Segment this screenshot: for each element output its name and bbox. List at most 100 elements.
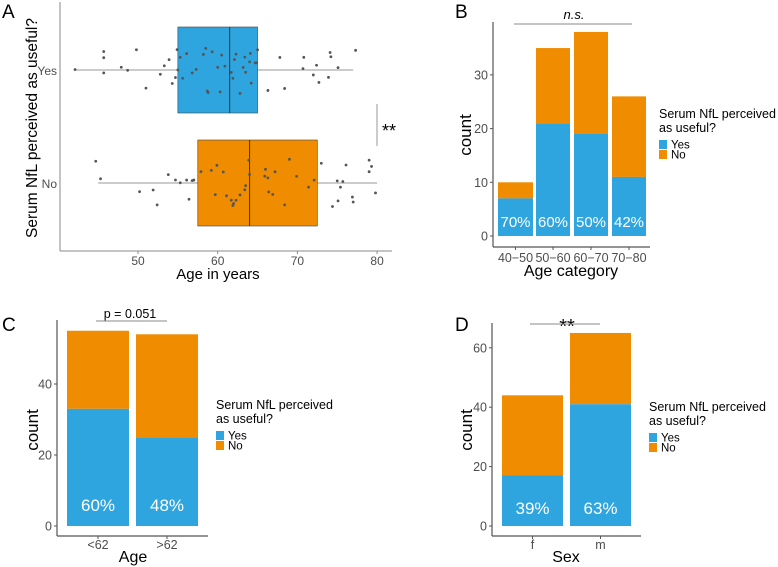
panel-a-point	[243, 188, 247, 192]
panel-a-point	[233, 58, 236, 61]
panel-a-point	[178, 55, 182, 59]
panel-a-significance: **	[382, 121, 396, 141]
panel-a-point	[119, 65, 123, 69]
panel-b-data-label: 50%	[576, 214, 606, 231]
panel-b-bar-no	[574, 31, 608, 134]
panel-b-xlabel: Age category	[524, 263, 618, 280]
panel-a-point	[178, 181, 182, 185]
panel-a-point	[185, 52, 189, 55]
panel-a-category-yes: Yes	[37, 64, 57, 78]
panel-a-point	[225, 194, 228, 198]
panel-a-point	[238, 91, 242, 95]
panel-a-point	[329, 55, 333, 59]
panel-a-point	[151, 188, 155, 192]
panel-a-point	[204, 47, 208, 50]
panel-a-point	[185, 178, 189, 182]
panel-a-point	[278, 56, 282, 59]
panel-a-point	[327, 75, 330, 79]
panel-a-x-tick-label: 60	[211, 254, 225, 268]
panel-c-y-tick-label: 40	[38, 378, 52, 392]
panel-c-legend-label-no: No	[228, 441, 243, 453]
panel-d-significance: **	[559, 316, 575, 338]
panel-a-point	[126, 68, 130, 72]
panel-b-bar-no	[498, 182, 533, 199]
panel-c-legend-title: Serum NfL perceived	[216, 398, 333, 412]
panel-a-point	[187, 197, 191, 201]
panel-a-point	[367, 170, 371, 174]
panel-a-boxplot: Serum NfL perceived as useful? Age in ye…	[24, 2, 396, 283]
panel-a-point	[73, 68, 77, 71]
panel-b-bar-no	[612, 96, 646, 177]
panel-a-point	[218, 90, 222, 94]
panel-a-point	[216, 65, 220, 69]
panel-a-point	[288, 157, 291, 161]
panel-c-bar-chart: count Age p = 0.051 0 20 40 60% <62 48% >62 Ser…	[23, 307, 333, 566]
panel-d-legend-key-no	[649, 443, 657, 452]
panel-a-point	[144, 86, 148, 90]
panel-a-point	[243, 55, 247, 59]
panel-c-legend-key-yes	[216, 431, 224, 440]
panel-a-point	[241, 65, 245, 69]
panel-b-legend-key-no	[659, 150, 667, 159]
panel-b-bar-yes	[498, 198, 533, 236]
panel-a-point	[94, 159, 98, 163]
panel-a-point	[248, 60, 251, 64]
panel-a-point	[248, 173, 251, 176]
panel-a-point	[344, 163, 348, 167]
panel-a-point	[102, 71, 106, 75]
panel-a-point	[174, 76, 177, 79]
panel-a-point	[319, 161, 323, 165]
panel-b-x-tick-label: 40−50	[498, 251, 533, 265]
panel-c-bar-yes	[136, 437, 198, 526]
panel-a-point	[307, 185, 310, 189]
panel-c-y-tick-label: 0	[45, 520, 52, 534]
panel-d-bar-yes	[502, 475, 563, 526]
panel-a-point	[102, 50, 106, 53]
panel-d-data-label: 63%	[583, 499, 617, 518]
panel-b-x-tick-label: 50−60	[535, 251, 570, 265]
panel-d-ylabel: count	[457, 409, 476, 451]
panel-a-point	[209, 168, 213, 172]
panel-c-significance: p = 0.051	[104, 307, 157, 321]
panel-letter-c: C	[2, 315, 16, 336]
panel-letter-d: D	[455, 315, 469, 336]
panel-c-legend-key-no	[216, 441, 224, 450]
panel-a-point	[223, 64, 227, 68]
panel-a-point	[167, 58, 171, 62]
panel-d-x-tick-label: f	[531, 538, 535, 552]
panel-a-point	[311, 73, 315, 77]
panel-a-point	[295, 174, 299, 178]
panel-d-x-tick-label: m	[595, 538, 605, 552]
panel-b-bar-yes	[574, 133, 608, 236]
panel-b-x-tick-label: 60−70	[573, 251, 608, 265]
panel-a-xlabel: Age in years	[176, 266, 259, 283]
panel-a-point	[336, 66, 340, 70]
panel-d-data-label: 39%	[515, 499, 549, 518]
panel-a-point	[194, 67, 198, 71]
panel-d-xlabel: Sex	[552, 549, 580, 566]
panel-a-point	[170, 82, 174, 85]
panel-c-legend-title: as useful?	[216, 412, 273, 426]
panel-a-point	[176, 68, 180, 72]
panel-c-x-tick-label: <62	[87, 538, 108, 552]
panel-a-point	[256, 48, 259, 52]
panel-c-x-tick-label: >62	[156, 538, 177, 552]
panel-c-ylabel: count	[23, 409, 42, 451]
panel-a-point	[273, 170, 277, 174]
panel-a-point	[271, 192, 275, 196]
panel-a-point	[354, 48, 357, 52]
panel-b-y-tick-label: 10	[474, 176, 488, 190]
panel-d-legend-label-yes: Yes	[661, 433, 680, 445]
panel-a-point	[266, 89, 270, 92]
panel-d-y-tick-label: 20	[473, 460, 487, 474]
panel-d-legend-title: as useful?	[649, 414, 706, 428]
panel-b-data-label: 60%	[538, 214, 568, 231]
panel-c-data-label: 60%	[81, 496, 115, 515]
panel-a-point	[232, 202, 236, 205]
panel-a-point	[229, 198, 233, 202]
panel-a-point	[264, 167, 267, 171]
panel-b-legend-title: Serum NfL perceived	[659, 107, 776, 121]
panel-a-point	[221, 170, 225, 174]
panel-d-legend-key-yes	[649, 433, 657, 442]
